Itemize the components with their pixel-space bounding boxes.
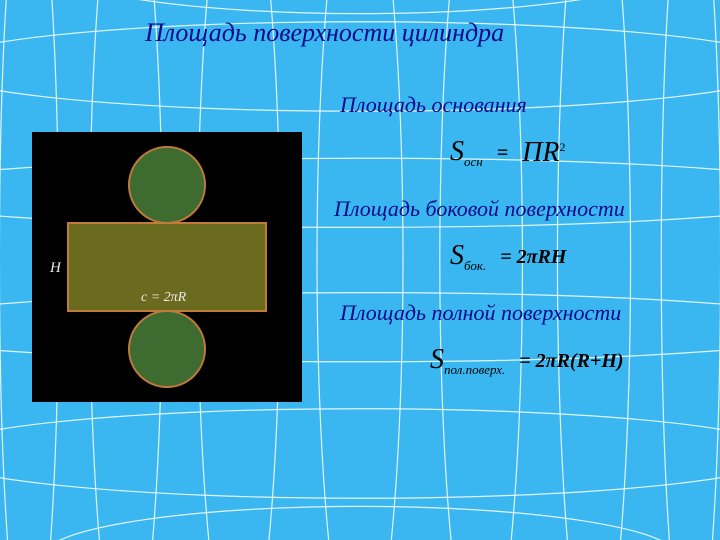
heading-base-area: Площадь основания — [340, 92, 710, 118]
formula-total-area: Sпол.поверх. = 2πR(R+H) — [430, 344, 710, 378]
symbol-S-bok: Sбок. — [450, 240, 486, 274]
formula-lateral-area: Sбок. = 2πRH — [450, 240, 710, 274]
symbol-S-osn: Sосн — [450, 136, 483, 170]
symbol-S-pol: Sпол.поверх. — [430, 344, 505, 378]
expr-2piRH: = 2πRH — [500, 246, 566, 269]
cylinder-unfold-diagram: Hc = 2πR — [32, 132, 302, 402]
svg-text:c = 2πR: c = 2πR — [141, 290, 187, 305]
expr-2piR-RplusH: = 2πR(R+H) — [519, 350, 623, 373]
equals-sign: = — [497, 142, 508, 165]
formula-base-area: Sосн = ПR2 — [450, 136, 710, 170]
formulas-column: Площадь основания Sосн = ПR2 Площадь бок… — [340, 84, 710, 404]
heading-total-area: Площадь полной поверхности — [340, 300, 710, 326]
page-title: Площадь поверхности цилиндра — [145, 18, 504, 48]
expr-piR2: ПR2 — [522, 137, 565, 169]
svg-text:H: H — [49, 260, 62, 276]
heading-lateral-area: Площадь боковой поверхности — [334, 196, 710, 222]
slide-content: Площадь поверхности цилиндра Hc = 2πR Пл… — [0, 0, 720, 540]
